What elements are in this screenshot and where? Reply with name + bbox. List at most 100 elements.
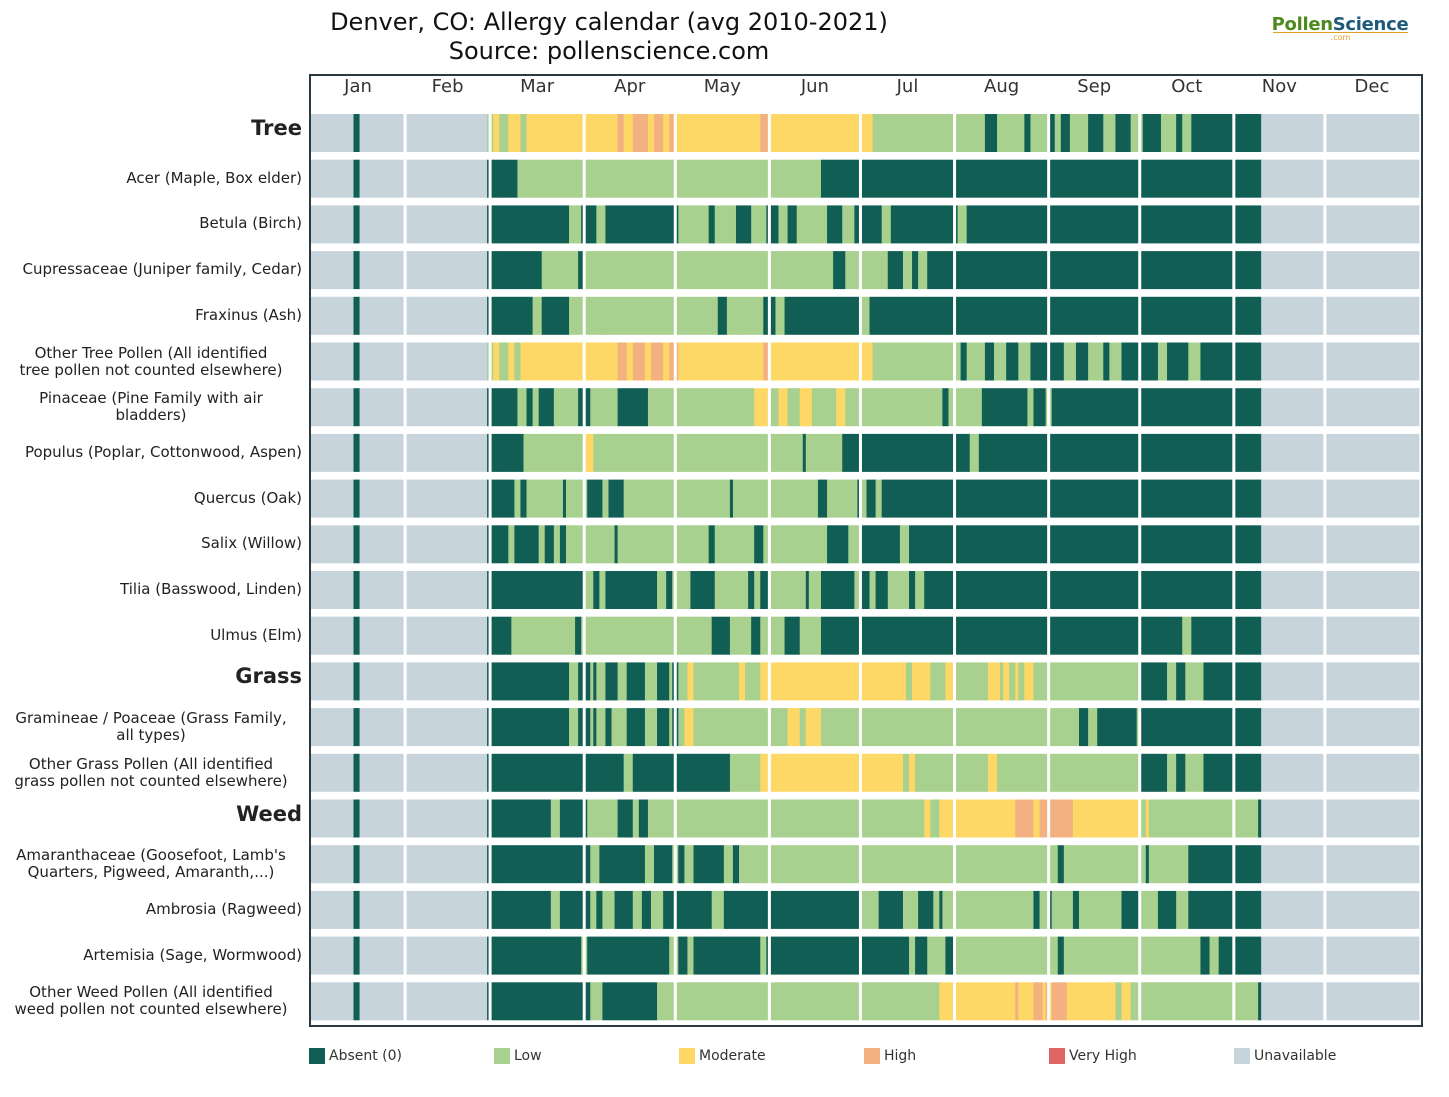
heatmap-cell <box>590 296 606 335</box>
heatmap-cell <box>693 936 761 975</box>
legend-item: Low <box>494 1048 542 1064</box>
heatmap-cell <box>1069 114 1089 152</box>
heatmap-cell <box>644 708 658 747</box>
heatmap-cell <box>632 753 679 792</box>
heatmap-cell <box>353 251 360 290</box>
heatmap-cell <box>599 845 646 884</box>
heatmap-cell <box>1130 982 1141 1021</box>
heatmap-cell <box>311 890 354 929</box>
heatmap-cell <box>842 433 861 472</box>
heatmap-cell <box>915 936 928 975</box>
heatmap-cell <box>754 571 761 609</box>
heatmap-cell <box>1191 114 1198 152</box>
heatmap-cell <box>678 982 770 1021</box>
heatmap-cell <box>869 571 877 609</box>
heatmap-cell <box>954 708 1050 747</box>
heatmap-cell <box>997 114 1007 152</box>
heatmap-cell <box>1033 890 1040 929</box>
heatmap-cell <box>851 388 943 427</box>
heatmap-row <box>311 799 1420 838</box>
heatmap-cell <box>359 616 488 655</box>
heatmap-cell <box>614 525 618 564</box>
heatmap-cell <box>1063 845 1141 884</box>
heatmap-cell <box>502 571 585 609</box>
heatmap-cell <box>954 251 1050 290</box>
month-gridline <box>1138 114 1142 1028</box>
heatmap-cell <box>769 753 861 792</box>
heatmap-cell <box>899 525 910 564</box>
heatmap-cell <box>1121 982 1132 1021</box>
heatmap-cell <box>954 525 1050 564</box>
heatmap-cell <box>729 753 761 792</box>
heatmap-cell <box>623 114 634 152</box>
heatmap-cell <box>1233 433 1262 472</box>
heatmap-cell <box>1066 982 1116 1021</box>
heatmap-cell <box>450 114 488 152</box>
heatmap-cell <box>769 799 861 838</box>
heatmap-cell <box>569 708 579 747</box>
heatmap-cell <box>1115 982 1122 1021</box>
heatmap-cell <box>842 205 855 244</box>
heatmap-cell <box>1048 205 1141 244</box>
heatmap-cell <box>678 159 770 198</box>
group-label: Tree <box>251 116 302 140</box>
heatmap-cell <box>987 662 1001 701</box>
heatmap-cell <box>678 890 713 929</box>
heatmap-cell <box>912 662 931 701</box>
heatmap-cell <box>626 342 634 381</box>
heatmap-cell <box>918 890 934 929</box>
heatmap-row <box>311 845 1420 884</box>
heatmap-cell <box>644 342 652 381</box>
heatmap-cell <box>860 159 955 198</box>
heatmap-cell <box>678 342 764 381</box>
heatmap-cell <box>1042 982 1047 1021</box>
heatmap-cell <box>760 936 767 975</box>
heatmap-cell <box>311 205 354 244</box>
chart-title-block: Denver, CO: Allergy calendar (avg 2010-2… <box>330 8 888 66</box>
heatmap-cell <box>708 205 716 244</box>
group-label: Grass <box>235 664 302 689</box>
heatmap-cell <box>887 571 910 609</box>
heatmap-cell <box>1063 936 1141 975</box>
heatmap-cell <box>1103 342 1110 381</box>
heatmap-cell <box>1121 342 1141 381</box>
row-label: Salix (Willow) <box>201 534 302 553</box>
heatmap-cell <box>1048 708 1080 747</box>
heatmap-cell <box>590 753 625 792</box>
heatmap-cell <box>784 616 801 655</box>
legend-swatch <box>1234 1048 1250 1064</box>
heatmap-cell <box>1139 159 1235 198</box>
heatmap-cell <box>359 251 488 290</box>
heatmap-cell <box>359 982 488 1021</box>
legend-swatch <box>864 1048 880 1064</box>
heatmap-cell <box>617 388 649 427</box>
heatmap-cell <box>954 662 989 701</box>
heatmap-cell <box>939 890 943 929</box>
heatmap-cell <box>611 708 628 747</box>
heatmap-cell <box>854 571 861 609</box>
heatmap-cell <box>994 342 1007 381</box>
row-label: Tilia (Basswood, Linden) <box>120 580 302 598</box>
heatmap-cell <box>890 205 919 244</box>
heatmap-cell <box>311 159 354 198</box>
heatmap-cell <box>805 571 810 609</box>
heatmap-cell <box>1176 662 1186 701</box>
heatmap-cell <box>311 753 354 792</box>
month-gridline <box>488 114 492 1028</box>
heatmap-cell <box>1079 708 1089 747</box>
heatmap-cell <box>1261 525 1420 564</box>
heatmap-cell <box>538 388 555 427</box>
heatmap-cell <box>353 525 360 564</box>
heatmap-cell <box>1233 616 1262 655</box>
heatmap-cell <box>565 525 591 564</box>
heatmap-cell <box>353 342 360 381</box>
heatmap-cell <box>969 433 980 472</box>
heatmap-cell <box>1048 662 1141 701</box>
heatmap-cell <box>942 114 986 152</box>
heatmap-cell <box>359 433 488 472</box>
heatmap-row <box>311 159 1420 198</box>
heatmap-cell <box>1039 342 1050 381</box>
heatmap-cell <box>678 388 755 427</box>
heatmap-cell <box>502 479 515 518</box>
heatmap-cell <box>1018 982 1034 1021</box>
